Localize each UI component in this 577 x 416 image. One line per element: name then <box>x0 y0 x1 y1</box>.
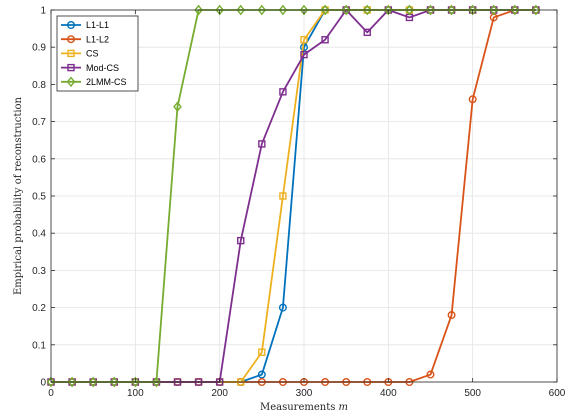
legend-item-cs: CS <box>61 49 99 59</box>
data-point-2lmm-cs <box>215 4 224 16</box>
data-point-mod-cs <box>321 36 329 44</box>
data-point-cs <box>300 36 308 44</box>
x-tick-label: 100 <box>127 388 144 399</box>
legend-swatch-marker <box>66 35 75 44</box>
legend: L1-L1 L1-L2 CS Mod-CS 2LMM-CS <box>56 15 139 92</box>
x-tick-label: 0 <box>48 388 54 399</box>
legend-swatch-marker <box>67 49 75 58</box>
data-point-2lmm-cs <box>426 4 435 16</box>
data-point-2lmm-cs <box>173 101 182 113</box>
y-tick-label: 0.7 <box>32 117 46 128</box>
y-axis-label: Empirical probability of reconstruction <box>13 96 24 295</box>
data-point-l1-l2 <box>426 370 435 379</box>
data-point-2lmm-cs <box>489 4 499 16</box>
data-point-2lmm-cs <box>468 4 477 16</box>
data-point-2lmm-cs <box>236 4 246 16</box>
data-point-2lmm-cs <box>131 376 140 388</box>
data-point-2lmm-cs <box>109 376 119 388</box>
data-point-2lmm-cs <box>510 4 520 16</box>
y-tick-label: 0.3 <box>32 266 46 277</box>
data-point-2lmm-cs <box>88 376 98 388</box>
data-point-2lmm-cs <box>341 4 351 16</box>
y-tick-label: 0.1 <box>32 340 46 351</box>
x-tick-label: 600 <box>549 388 566 399</box>
legend-label: Mod-CS <box>86 63 119 73</box>
data-point-mod-cs <box>279 88 287 96</box>
ticks: 0 100 200 300 400 500 600 0 0.1 0.2 0.3 0.4 0.5 0.6 0.… <box>32 6 566 400</box>
data-point-2lmm-cs <box>405 4 414 16</box>
data-point-l1-l1 <box>278 303 287 312</box>
data-point-l1-l1 <box>257 370 266 379</box>
data-point-2lmm-cs <box>46 376 56 388</box>
data-point-cs <box>279 192 287 200</box>
legend-swatch-marker <box>66 76 76 88</box>
y-tick-label: 0.2 <box>32 303 46 314</box>
data-point-cs <box>258 348 266 356</box>
x-tick-label: 200 <box>211 388 228 399</box>
data-point-mod-cs <box>258 140 266 148</box>
y-tick-label: 0.6 <box>32 154 46 165</box>
data-point-2lmm-cs <box>531 4 541 16</box>
x-axis-label-variable: m <box>339 402 348 413</box>
data-point-l1-l2 <box>468 95 477 104</box>
legend-item-2lmm-cs: 2LMM-CS <box>61 76 127 88</box>
x-tick-label: 300 <box>296 388 313 399</box>
x-axis-label-text: Measurements <box>260 402 339 413</box>
y-tick-label: 1 <box>40 6 46 17</box>
y-tick-label: 0.5 <box>32 192 46 203</box>
data-point-2lmm-cs <box>257 4 267 16</box>
data-point-mod-cs <box>237 236 245 245</box>
legend-swatch-marker <box>66 21 75 30</box>
data-point-2lmm-cs <box>299 4 309 16</box>
y-tick-label: 0 <box>40 378 46 389</box>
x-tick-label: 400 <box>380 388 397 399</box>
legend-label: L1-L1 <box>86 20 109 30</box>
data-point-2lmm-cs <box>320 4 330 16</box>
data-point-2lmm-cs <box>384 4 393 16</box>
y-tick-label: 0.9 <box>32 43 46 54</box>
data-point-2lmm-cs <box>362 4 372 16</box>
legend-swatch-marker <box>67 63 75 72</box>
y-tick-label: 0.8 <box>32 80 46 91</box>
data-point-2lmm-cs <box>278 4 288 16</box>
legend-item-l1-l2: L1-L2 <box>61 34 109 44</box>
legend-label: L1-L2 <box>86 34 109 44</box>
legend-item-mod-cs: Mod-CS <box>61 63 119 73</box>
legend-label: CS <box>86 49 99 59</box>
data-point-l1-l2 <box>447 311 456 320</box>
x-axis-label: Measurements m <box>260 402 348 413</box>
data-point-mod-cs <box>363 28 371 37</box>
data-point-2lmm-cs <box>194 4 203 16</box>
data-point-2lmm-cs <box>67 376 77 388</box>
data-point-mod-cs <box>300 50 308 59</box>
data-point-2lmm-cs <box>152 376 161 388</box>
legend-label: 2LMM-CS <box>86 77 127 87</box>
data-point-2lmm-cs <box>447 4 456 16</box>
x-tick-label: 500 <box>464 388 481 399</box>
legend-item-l1-l1: L1-L1 <box>61 20 109 30</box>
y-tick-label: 0.4 <box>32 229 46 240</box>
